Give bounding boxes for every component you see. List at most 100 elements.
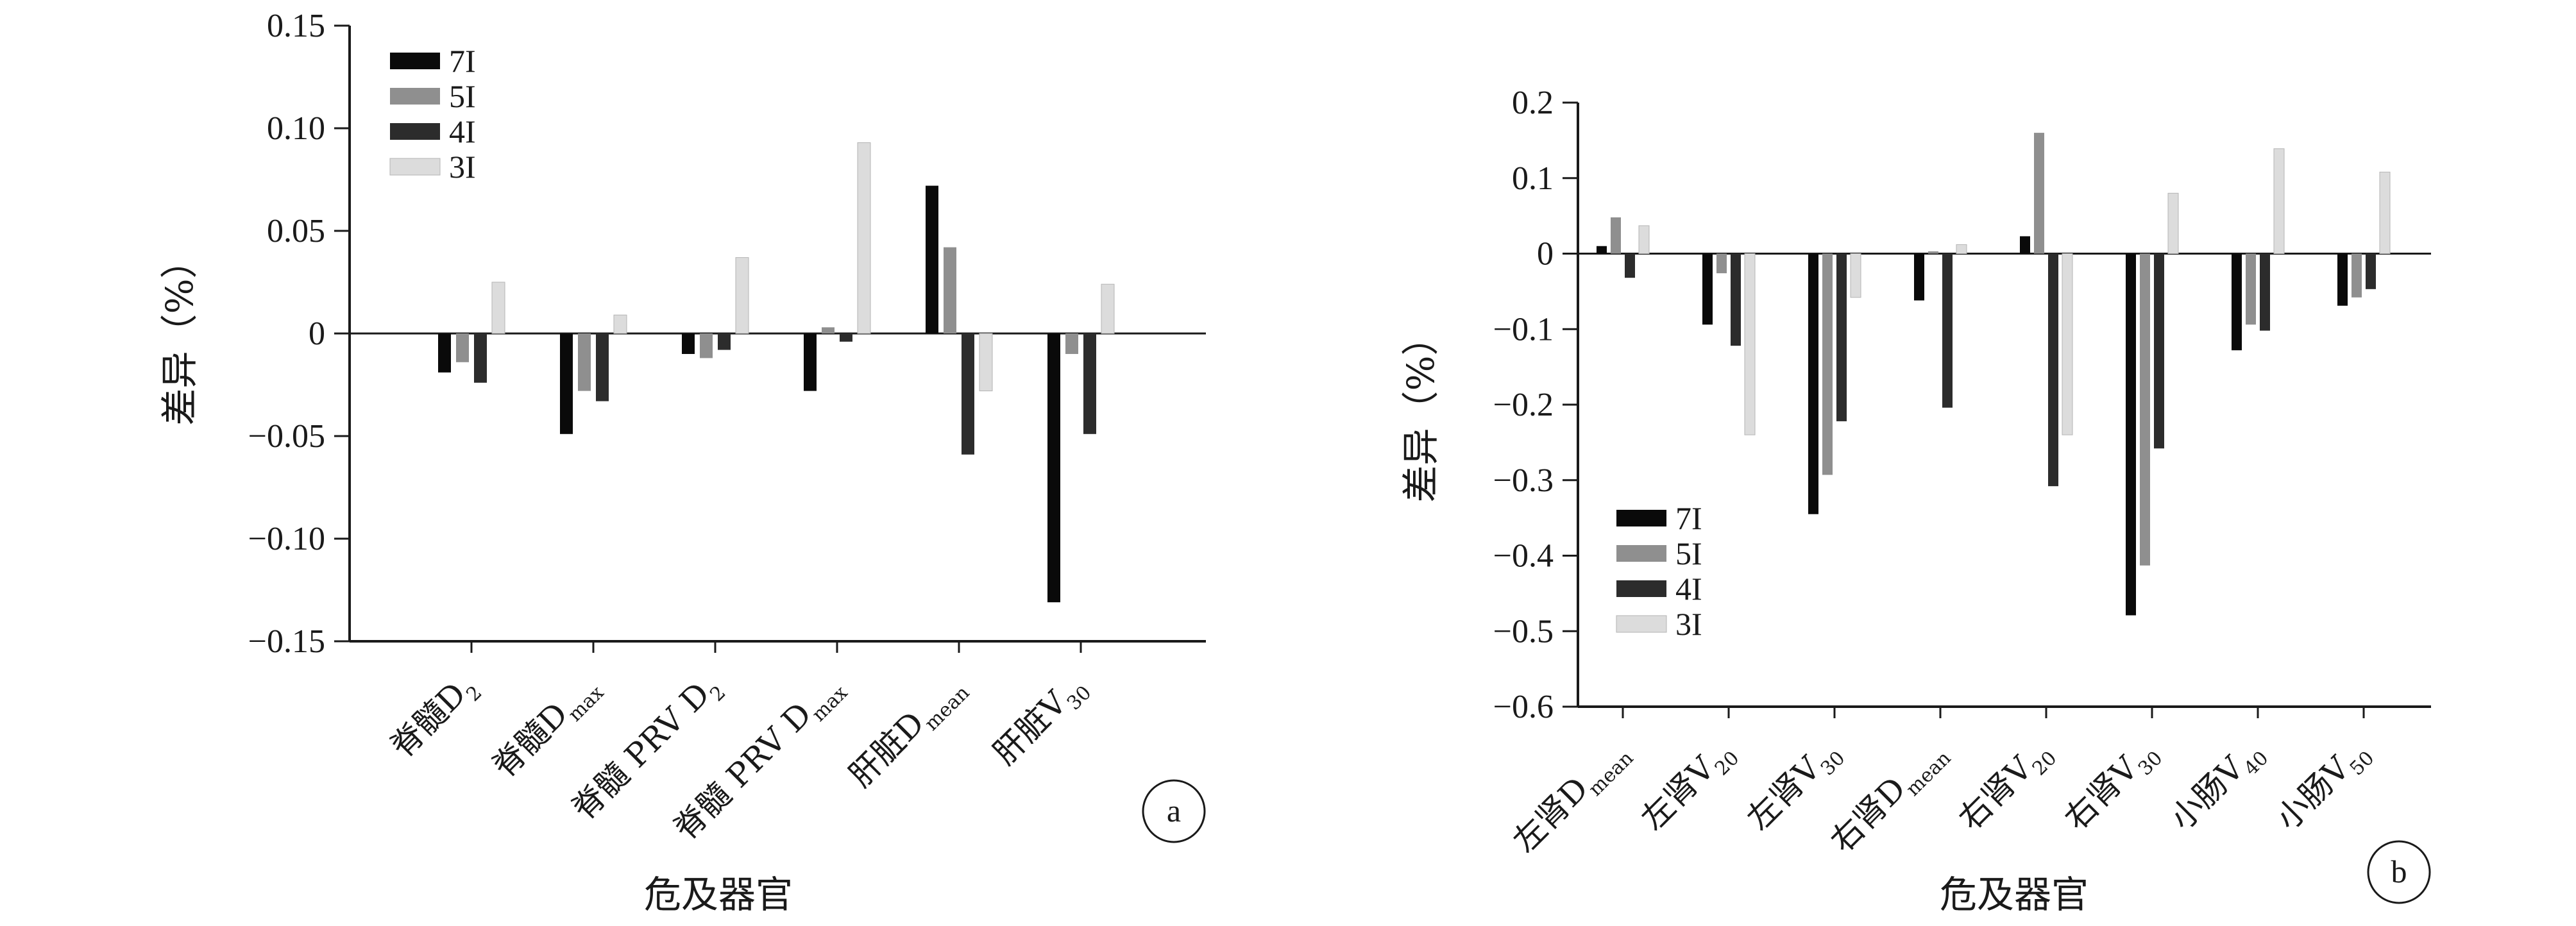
bar-5I-1 — [1716, 253, 1727, 274]
x-category-label-main: 脊髓D — [384, 675, 473, 765]
bar-3I-6 — [2273, 148, 2285, 254]
x-category-label: 脊髓D2 — [384, 666, 487, 770]
bar-5I-2 — [700, 333, 713, 358]
bar-7I-2 — [1808, 253, 1818, 514]
y-tick-label: 0.05 — [267, 213, 325, 249]
legend-label-4I: 4I — [1675, 571, 1702, 607]
panel-tag-circle — [2367, 840, 2431, 904]
bar-7I-2 — [682, 333, 695, 354]
y-tick-label: 0.15 — [267, 8, 325, 44]
y-tick-label: −0.05 — [248, 418, 325, 455]
bar-4I-4 — [2048, 253, 2058, 487]
y-tick-label: −0.6 — [1493, 689, 1554, 725]
bar-7I-4 — [926, 185, 938, 333]
bar-7I-5 — [2126, 253, 2136, 616]
bar-7I-0 — [438, 333, 451, 373]
bar-4I-5 — [1083, 333, 1096, 434]
x-category-label: 左肾Dmean — [1505, 732, 1638, 864]
bar-4I-7 — [2366, 253, 2376, 289]
panel-tag-label: b — [2391, 854, 2407, 889]
legend-label-5I: 5I — [1675, 535, 1702, 571]
x-category-label-main: 左肾V — [1740, 749, 1828, 838]
x-category-label-main: 脊髓D — [486, 695, 575, 785]
y-tick-label: −0.15 — [248, 623, 325, 660]
bar-5I-1 — [578, 333, 591, 391]
bar-4I-1 — [596, 333, 609, 401]
bar-4I-5 — [2154, 253, 2164, 449]
bar-5I-0 — [456, 333, 469, 362]
bar-7I-6 — [2232, 253, 2242, 351]
panel-tag-label: a — [1167, 793, 1181, 829]
y-tick-label: 0 — [309, 316, 325, 352]
y-tick-label: 0.10 — [267, 110, 325, 147]
x-category-label-main: 右肾V — [2057, 749, 2146, 838]
legend-label-5I: 5I — [449, 78, 476, 114]
y-tick-label: 0 — [1537, 236, 1554, 273]
y-tick-label: 0.2 — [1512, 85, 1554, 121]
legend-swatch-7I — [1616, 510, 1666, 526]
x-category-label-main: 左肾D — [1505, 770, 1595, 859]
x-category-label-sub: mean — [920, 682, 974, 736]
bar-3I-0 — [1638, 225, 1650, 254]
bar-3I-3 — [1956, 244, 1967, 254]
bar-3I-5 — [2167, 192, 2179, 254]
legend-label-7I: 7I — [449, 43, 476, 79]
bar-5I-4 — [944, 247, 956, 333]
legend-swatch-4I — [1616, 580, 1666, 597]
y-tick-label: −0.5 — [1493, 613, 1554, 650]
bar-4I-0 — [1625, 253, 1635, 278]
x-category-label: 左肾V20 — [1634, 732, 1743, 841]
bar-5I-5 — [2140, 253, 2150, 566]
x-axis-title: 危及器官 — [1940, 873, 2089, 916]
bar-3I-2 — [735, 257, 749, 334]
bar-5I-5 — [1065, 333, 1078, 354]
bar-5I-7 — [2351, 253, 2362, 298]
panel-tag-circle — [1142, 779, 1206, 843]
bar-3I-0 — [491, 282, 505, 334]
bar-3I-3 — [857, 142, 871, 334]
legend-swatch-3I — [1616, 615, 1667, 633]
legend-swatch-7I — [390, 53, 440, 69]
chart-panel-a: −0.15 −0.10 −0.05 0 0.05 0.10 0.15 脊髓D2脊髓Dmax脊髓… — [158, 8, 1206, 916]
bar-5I-6 — [2246, 253, 2256, 325]
x-category-label-sub: mean — [1902, 747, 1956, 801]
bar-3I-4 — [2062, 253, 2073, 435]
legend-swatch-5I — [390, 88, 440, 105]
legend-swatch-3I — [389, 158, 441, 176]
y-tick-label: −0.4 — [1493, 538, 1554, 575]
x-category-label-main: 左肾V — [1634, 749, 1722, 838]
y-axis-title: 差异（%） — [1399, 318, 1443, 502]
bar-4I-3 — [1942, 253, 1953, 408]
x-category-label-main: 右肾V — [1951, 749, 2040, 838]
bar-7I-3 — [804, 333, 817, 391]
bar-3I-1 — [1744, 253, 1756, 435]
x-category-label-main: 肝脏V — [986, 684, 1074, 772]
bar-7I-7 — [2337, 253, 2348, 306]
legend-label-4I: 4I — [449, 114, 476, 149]
y-tick-label: −0.3 — [1493, 462, 1554, 499]
x-category-label-main: 右肾D — [1823, 770, 1913, 859]
y-tick-label: 0.1 — [1512, 160, 1554, 197]
bar-7I-1 — [1702, 253, 1713, 325]
bar-7I-4 — [2020, 236, 2030, 254]
x-category-label: 脊髓Dmax — [486, 666, 609, 789]
bar-4I-2 — [718, 333, 731, 350]
legend-swatch-5I — [1616, 545, 1666, 562]
bar-4I-0 — [474, 333, 487, 383]
y-tick-label: −0.1 — [1493, 311, 1554, 348]
bar-3I-2 — [1850, 253, 1861, 298]
x-category-label: 小肠V50 — [2269, 732, 2378, 841]
legend-label-3I: 3I — [1675, 606, 1702, 642]
x-category-label-main: 肝脏D — [842, 704, 931, 794]
x-category-label: 右肾V20 — [1951, 732, 2061, 841]
x-category-label-sub: mean — [1584, 747, 1638, 801]
bar-5I-3 — [822, 327, 835, 333]
bar-5I-0 — [1611, 217, 1621, 254]
bar-3I-4 — [979, 333, 993, 392]
x-category-label-main: 小肠V — [2269, 749, 2357, 838]
bar-3I-5 — [1101, 283, 1115, 334]
bar-4I-3 — [840, 333, 852, 342]
bar-7I-3 — [1914, 253, 1924, 301]
bar-4I-1 — [1731, 253, 1741, 346]
